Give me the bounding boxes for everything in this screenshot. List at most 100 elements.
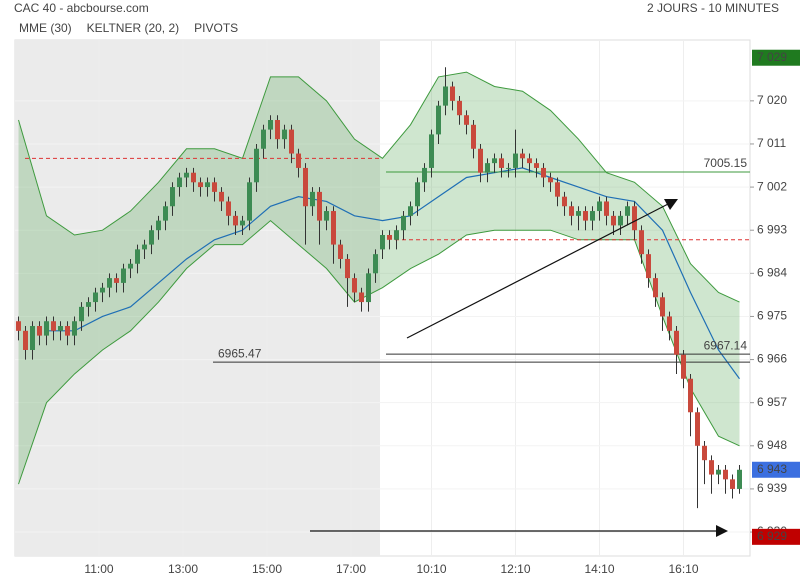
chart-subtitle: 2 JOURS - 10 MINUTES: [647, 1, 779, 15]
candle-body: [345, 258, 350, 279]
candle-body: [324, 211, 329, 221]
candle-body: [387, 234, 392, 240]
candle-body: [44, 321, 49, 336]
candle-body: [464, 115, 469, 125]
candle-body: [688, 378, 693, 413]
candle-body: [282, 129, 287, 140]
candle-body: [436, 105, 441, 135]
y-tick-label: 7 011: [757, 136, 786, 150]
candle-body: [289, 129, 294, 154]
y-tick-label: 7 020: [757, 93, 787, 107]
candle-body: [597, 201, 602, 212]
keltner-lower: [18, 219, 740, 485]
candle-body: [408, 206, 413, 216]
candle-body: [30, 326, 35, 350]
candle-body: [352, 278, 357, 293]
legend-entry: KELTNER (20, 2): [87, 21, 179, 35]
candle-body: [240, 220, 245, 226]
candle-body: [604, 201, 609, 216]
candle-body: [23, 330, 28, 350]
candle-body: [128, 263, 133, 269]
candle-body: [380, 234, 385, 250]
candle-body: [576, 211, 581, 216]
y-tick-label: 7 002: [757, 179, 787, 193]
x-tick-label: 11:00: [84, 562, 113, 576]
x-tick-label: 17:00: [336, 562, 366, 576]
candle-body: [338, 244, 343, 259]
candle-body: [93, 292, 98, 303]
candle-body: [366, 273, 371, 303]
candle-body: [142, 244, 147, 250]
candle-body: [156, 220, 161, 231]
candle-body: [534, 163, 539, 168]
candle-body: [653, 278, 658, 298]
candle-body: [170, 187, 175, 207]
x-tick-label: 12:10: [500, 562, 530, 576]
trend-arrow: [406, 201, 673, 339]
candle-body: [450, 86, 455, 101]
price-badge-label: 6 929: [757, 529, 787, 543]
candle-body: [499, 158, 504, 168]
candle-body: [632, 206, 637, 231]
candle-body: [562, 196, 567, 207]
candle-body: [478, 148, 483, 173]
candle-body: [394, 230, 399, 240]
candle-body: [275, 120, 280, 140]
candle-body: [212, 182, 217, 192]
candle-body: [16, 321, 21, 331]
candle-body: [737, 469, 742, 489]
candle-body: [422, 167, 427, 183]
candle-body: [205, 182, 210, 188]
x-tick-label: 13:00: [168, 562, 198, 576]
x-tick-label: 15:00: [252, 562, 282, 576]
candle-body: [72, 321, 77, 336]
candle-body: [429, 134, 434, 168]
candle-body: [681, 354, 686, 379]
price-badge: [752, 49, 800, 66]
x-tick-label: 14:10: [584, 562, 614, 576]
candle-body: [660, 297, 665, 317]
candle-body: [296, 153, 301, 168]
candle-body: [730, 479, 735, 489]
candle-body: [527, 158, 532, 164]
candle-body: [233, 215, 238, 226]
y-tick-label: 6 993: [757, 222, 787, 236]
candle-body: [590, 211, 595, 221]
level-label: 6965.47: [218, 346, 262, 360]
y-tick-label: 6 975: [757, 309, 787, 323]
annotations: [310, 199, 728, 537]
arrow-head: [716, 525, 728, 537]
candle-body: [317, 191, 322, 221]
price-badge-label: 7 029: [757, 50, 787, 64]
candle-body: [268, 120, 273, 130]
candle-body: [667, 316, 672, 331]
legend-entry: MME (30): [19, 21, 72, 35]
legend-entry: PIVOTS: [194, 21, 238, 35]
price-badge: [752, 528, 800, 545]
candle-body: [37, 326, 42, 336]
y-tick-label: 6 939: [757, 481, 787, 495]
y-tick-label: 6 948: [757, 438, 787, 452]
candle-body: [331, 211, 336, 245]
candle-body: [219, 191, 224, 202]
keltner-upper: [18, 71, 740, 303]
candle-body: [177, 177, 182, 188]
candle-body: [485, 163, 490, 173]
candle-body: [520, 153, 525, 159]
candle-body: [492, 158, 497, 164]
candle-body: [611, 215, 616, 226]
candle-body: [191, 172, 196, 183]
candle-body: [303, 167, 308, 207]
candle-body: [471, 124, 476, 149]
candle-body: [86, 302, 91, 307]
candle-body: [163, 206, 168, 221]
day-shade: [15, 40, 380, 556]
candle-body: [261, 129, 266, 149]
candle-body: [506, 167, 511, 169]
level-label: 7005.15: [704, 156, 748, 170]
keltner-fill: [18, 72, 740, 485]
price-badge-label: 6 943: [757, 462, 787, 476]
candle-body: [415, 182, 420, 207]
candle-body: [114, 278, 119, 283]
x-tick-label: 16:10: [668, 562, 698, 576]
